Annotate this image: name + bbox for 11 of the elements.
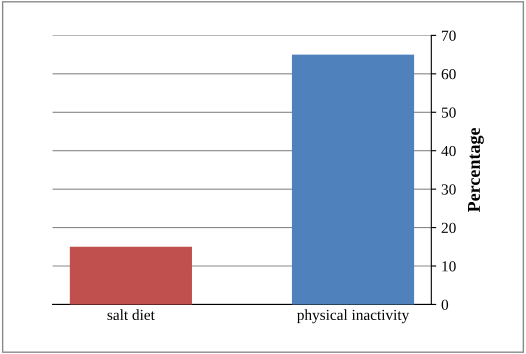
- y-tick-label: 60: [442, 68, 456, 80]
- y-tick-label: 30: [442, 184, 456, 195]
- y-axis-title: Percentage: [468, 128, 484, 212]
- y-tick-label: 10: [442, 261, 456, 272]
- x-tick-label: salt diet: [108, 309, 155, 320]
- y-tick-label: 0: [442, 300, 448, 310]
- x-tick-label: physical inactivity: [297, 309, 410, 324]
- y-tick-label: 20: [442, 222, 456, 234]
- y-tick-label: 50: [442, 107, 456, 118]
- y-tick-label: 70: [442, 30, 456, 41]
- y-tick-label: 40: [441, 146, 456, 156]
